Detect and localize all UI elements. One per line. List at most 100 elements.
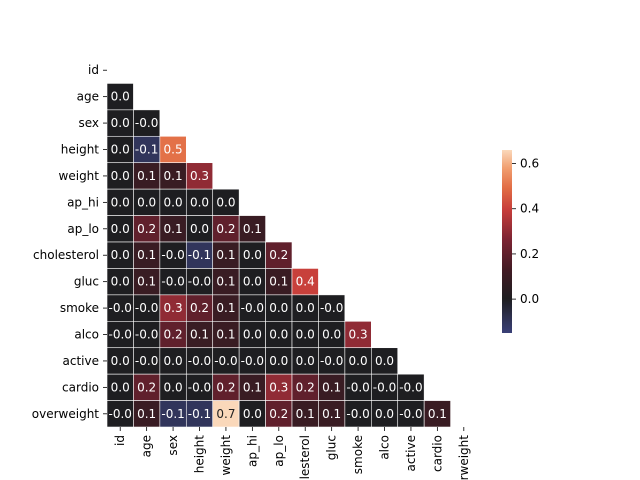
- heatmap-cell-label: 0.0: [243, 275, 262, 289]
- heatmap-cell-label: 0.2: [269, 407, 288, 421]
- heatmap-cell: [185, 400, 214, 428]
- heatmap-cell-label: 0.0: [164, 354, 183, 368]
- heatmap-cell: [159, 135, 187, 164]
- heatmap-cell-label: 0.0: [269, 354, 288, 368]
- heatmap-cell: [212, 400, 240, 428]
- heatmap-cell: [159, 373, 187, 401]
- heatmap-cell-label: 0.0: [111, 354, 130, 368]
- heatmap-cell-label: 0.2: [164, 328, 183, 342]
- heatmap-cell-label: 0.0: [111, 90, 130, 104]
- heatmap-cell: [212, 215, 240, 243]
- x-tick-label: weight: [219, 435, 233, 476]
- heatmap-cell-label: 0.1: [137, 169, 156, 183]
- heatmap-cell-label: 0.1: [322, 380, 341, 394]
- heatmap-cell-label: -0.0: [399, 407, 422, 421]
- colorbar-tick-label: 0.2: [520, 247, 539, 261]
- x-tick-label: ap_hi: [245, 435, 259, 467]
- heatmap-cell: [265, 400, 293, 428]
- x-tick-label: id: [113, 435, 127, 446]
- heatmap-cell: [397, 373, 425, 401]
- heatmap-cell-label: 0.0: [111, 380, 130, 394]
- heatmap-cell-label: 0.0: [375, 354, 394, 368]
- heatmap-cell-label: 0.0: [111, 275, 130, 289]
- x-tick-label: gluc: [325, 435, 339, 460]
- heatmap-cell-label: 0.1: [137, 248, 156, 262]
- heatmap-cell-label: 0.0: [111, 248, 130, 262]
- heatmap-cell-label: -0.0: [109, 407, 132, 421]
- heatmap-cell: [344, 320, 372, 349]
- heatmap-cell-label: 0.3: [269, 380, 288, 394]
- heatmap-cell: [159, 294, 187, 322]
- x-tick-label: ap_lo: [272, 435, 286, 467]
- heatmap-cell-label: -0.0: [188, 354, 211, 368]
- heatmap-cell-label: 0.1: [216, 328, 235, 342]
- x-tick-labels: id age sex height weight ap_hi ap_lo cholestero…: [113, 427, 471, 480]
- heatmap-cell: [238, 320, 266, 349]
- heatmap-cell: [159, 268, 187, 296]
- heatmap-cell: [344, 400, 372, 428]
- heatmap-cell-label: 0.1: [164, 169, 183, 183]
- x-tick-label: cardio: [430, 435, 444, 472]
- heatmap-cell-label: 0.0: [375, 407, 394, 421]
- heatmap-cell-label: -0.1: [188, 407, 211, 421]
- y-tick-label: weight: [59, 169, 100, 183]
- y-tick-labels: id age sex height weight ap_hi ap_lo cholestero…: [32, 63, 107, 421]
- heatmap-cell-label: -0.1: [135, 143, 158, 157]
- heatmap-cell-label: 0.0: [111, 195, 130, 209]
- heatmap-cell-label: 0.3: [349, 328, 368, 342]
- heatmap-cell: [106, 294, 134, 322]
- heatmap-cell-label: 0.1: [243, 380, 262, 394]
- heatmap-cell-label: -0.0: [188, 380, 211, 394]
- heatmap-cell-label: 0.0: [164, 195, 183, 209]
- x-tick-label: active: [404, 435, 418, 471]
- heatmap-cell-label: 0.2: [269, 248, 288, 262]
- y-tick-label: gluc: [74, 275, 99, 289]
- heatmap-cell-label: 0.1: [137, 275, 156, 289]
- heatmap-cell-label: 0.1: [190, 328, 209, 342]
- heatmap-cell-label: 0.0: [111, 116, 130, 130]
- heatmap-cell: [185, 162, 214, 190]
- heatmap-cell-label: 0.1: [243, 222, 262, 236]
- y-tick-label: ap_lo: [67, 222, 99, 236]
- colorbar-tick-label: 0.6: [520, 157, 539, 171]
- heatmap-cell: [133, 241, 161, 269]
- heatmap-cell-label: 0.0: [296, 301, 315, 315]
- y-tick-label: cardio: [62, 380, 99, 394]
- heatmap-cell-label: 0.2: [296, 380, 315, 394]
- heatmap-cell: [185, 320, 214, 349]
- y-tick-label: active: [63, 354, 99, 368]
- heatmap-cell: [265, 241, 293, 269]
- heatmap-cell-label: 0.0: [111, 169, 130, 183]
- heatmap-cell: [291, 268, 319, 296]
- heatmap-cell: [344, 373, 372, 401]
- heatmap-cell-label: -0.0: [346, 380, 369, 394]
- heatmap-cell-label: 0.2: [137, 380, 156, 394]
- heatmap-cell-label: -0.0: [135, 301, 158, 315]
- heatmap-cell-label: 0.1: [296, 407, 315, 421]
- heatmap-cell-label: 0.0: [111, 143, 130, 157]
- heatmap-cell: [291, 373, 319, 401]
- colorbar-gradient: [502, 150, 512, 333]
- x-tick-label: overweight: [457, 435, 471, 480]
- heatmap-cell: [318, 347, 346, 375]
- heatmap-cell-label: 0.1: [216, 275, 235, 289]
- heatmap-cell-label: 0.1: [216, 248, 235, 262]
- heatmap-cell-label: 0.0: [243, 248, 262, 262]
- heatmap-cell-label: -0.0: [161, 275, 184, 289]
- heatmap-cell-label: 0.1: [216, 301, 235, 315]
- heatmap-cell-label: 0.3: [164, 301, 183, 315]
- heatmap-cell-label: -0.0: [320, 301, 343, 315]
- heatmap-cell-label: 0.1: [137, 407, 156, 421]
- x-tick-label: smoke: [351, 435, 365, 474]
- heatmap-cell-label: -0.0: [373, 380, 396, 394]
- heatmap-cell: [185, 294, 214, 322]
- x-tick-label: alco: [378, 435, 392, 460]
- heatmap-cell: [212, 320, 240, 349]
- heatmap-cell-label: 0.1: [428, 407, 447, 421]
- heatmap-cell: [423, 400, 451, 428]
- heatmap-cell: [238, 241, 266, 269]
- heatmap-cell: [159, 400, 187, 428]
- heatmap-cell-label: -0.1: [188, 248, 211, 262]
- heatmap-cell: [238, 215, 266, 243]
